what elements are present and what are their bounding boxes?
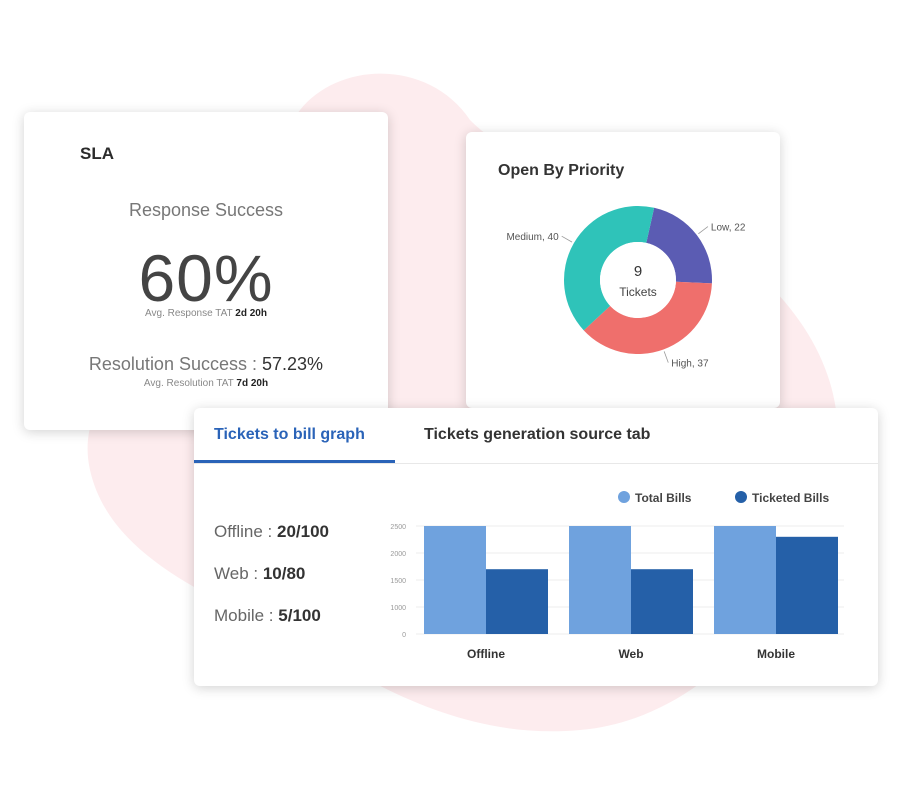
legend-swatch-0 [618,491,630,503]
donut-leader-medium [561,235,573,243]
bar-offline-1 [486,569,548,634]
sla-card: SLA Response Success 60% Avg. Response T… [24,112,388,430]
resolution-success-value: 57.23% [262,354,324,374]
stat-web-label: Web : [214,564,259,583]
bar-offline-0 [424,526,486,634]
stat-web-value: 10/80 [262,564,306,583]
legend-label-0: Total Bills [635,491,692,505]
donut-leader-low [698,226,709,235]
donut-label-high: High, 37 [671,359,709,370]
stat-offline: Offline : 20/100 [214,522,329,542]
bar-web-1 [631,569,693,634]
response-tat-label: Avg. Response TAT [145,308,233,319]
open-by-priority-card: Open By Priority Low, 22 High, 37 Medium, … [466,132,780,408]
tab-tickets-to-bill-graph[interactable]: Tickets to bill graph [214,426,365,443]
donut-hole [600,242,676,318]
y-tick-label: 1500 [390,578,406,585]
resolution-tat-label: Avg. Resolution TAT [143,378,234,389]
stat-web: Web : 10/80 [214,564,305,584]
stat-mobile-value: 5/100 [278,606,321,625]
resolution-success-label: Resolution Success : [88,354,257,374]
donut-slice-high [583,281,712,354]
resolution-tat-value: 7d 20h [236,378,269,389]
donut-slice-low [646,207,712,284]
bills-card: Tickets to bill graph Tickets generation… [194,408,878,686]
resolution-tat: Avg. Resolution TAT 7d 20h [24,378,388,389]
response-success-value: 60% [138,241,274,315]
active-tab-indicator [194,460,395,463]
legend-label-1: Ticketed Bills [752,491,829,505]
priority-donut-chart: Low, 22 High, 37 Medium, 40 9 Tickets [506,206,746,370]
y-tick-label: 2500 [390,524,406,531]
stat-mobile: Mobile : 5/100 [214,606,321,626]
x-tick-label: Mobile [757,647,795,661]
response-tat-value: 2d 20h [235,308,267,319]
stat-offline-value: 20/100 [277,522,330,541]
tab-tickets-generation-source[interactable]: Tickets generation source tab [424,426,651,443]
bar-web-0 [569,526,631,634]
bar-mobile-0 [714,526,776,634]
sla-title: SLA [80,144,114,163]
bills-bar-chart: 2500 2000 1500 1000 0 Total Bills Ticketed Bil… [390,491,844,661]
bills-tabs: Tickets to bill graph Tickets generation… [194,408,878,464]
donut-slice-medium [564,206,655,331]
donut-center-label: Tickets [619,285,657,299]
stat-mobile-label: Mobile : [214,606,274,625]
priority-title: Open By Priority [498,162,625,179]
donut-label-medium: Medium, 40 [506,232,559,243]
legend-swatch-1 [735,491,747,503]
resolution-success: Resolution Success : 57.23% [24,354,388,375]
x-tick-label: Offline [467,647,505,661]
stat-offline-label: Offline : [214,522,273,541]
donut-label-low: Low, 22 [711,223,746,234]
y-tick-label: 1000 [390,605,406,612]
donut-center-count: 9 [634,263,642,280]
x-tick-label: Web [618,647,643,661]
donut-leader-high [663,351,669,363]
y-tick-label: 2000 [390,551,406,558]
response-tat: Avg. Response TAT 2d 20h [24,308,388,319]
response-success-label: Response Success [128,200,284,220]
bar-mobile-1 [776,536,838,634]
y-tick-label: 0 [402,632,406,639]
